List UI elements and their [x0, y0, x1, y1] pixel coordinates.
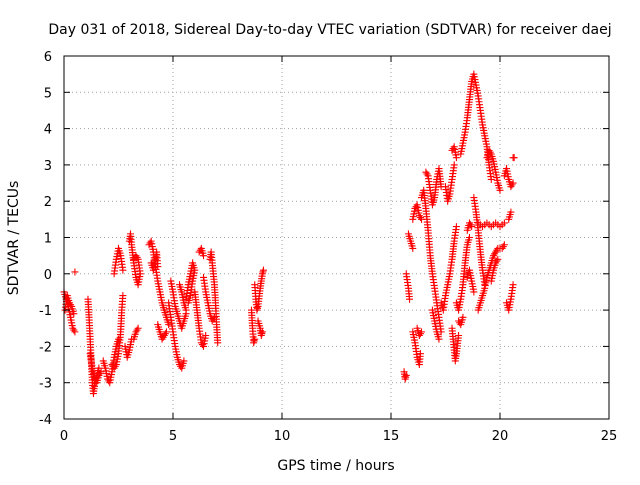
- data-point: [409, 244, 417, 252]
- data-point: [507, 208, 515, 216]
- x-tick-label: 20: [492, 429, 509, 444]
- data-point: [406, 295, 414, 303]
- y-tick-label: -4: [39, 413, 52, 428]
- data-point: [496, 186, 504, 194]
- y-axis-label: SDTVAR / TECUs: [6, 181, 22, 296]
- data-point: [251, 335, 259, 343]
- data-point: [165, 321, 173, 329]
- data-point: [487, 175, 495, 183]
- data-point: [500, 219, 508, 227]
- data-point: [455, 332, 463, 340]
- data-point: [119, 292, 127, 300]
- data-point: [452, 154, 460, 162]
- x-tick-label: 15: [383, 429, 400, 444]
- data-point: [450, 161, 458, 169]
- data-point: [259, 266, 267, 274]
- data-point: [416, 214, 424, 222]
- data-point: [493, 257, 501, 265]
- y-tick-label: -2: [39, 340, 52, 355]
- data-point: [494, 255, 502, 263]
- x-tick-label: 25: [601, 429, 618, 444]
- data-point: [452, 223, 460, 231]
- y-tick-label: 4: [44, 123, 52, 138]
- data-point: [182, 306, 190, 314]
- y-tick-label: 5: [44, 86, 52, 101]
- axis-ticks: 0 5 10 15 20 25 -4 -3 -2 -1 0 1 2 3 4 5 6: [39, 50, 617, 444]
- data-point: [416, 350, 424, 358]
- data-point: [70, 310, 78, 318]
- data-point: [459, 313, 467, 321]
- y-tick-label: 1: [44, 232, 52, 247]
- y-tick-label: -1: [39, 304, 52, 319]
- data-point: [214, 339, 222, 347]
- grid: [64, 56, 609, 419]
- data-point: [71, 328, 79, 336]
- data-point: [468, 223, 476, 231]
- data-point: [95, 364, 103, 372]
- y-tick-label: 0: [44, 268, 52, 283]
- chart-title: Day 031 of 2018, Sidereal Day-to-day VTE…: [48, 22, 611, 38]
- data-point: [180, 357, 188, 365]
- data-point: [130, 255, 138, 263]
- data-point: [133, 326, 141, 334]
- data-point: [509, 281, 517, 289]
- data-point: [402, 371, 410, 379]
- data-point: [70, 326, 78, 334]
- data-point: [435, 335, 443, 343]
- data-point: [509, 179, 517, 187]
- data-point: [500, 241, 508, 249]
- data-point: [200, 252, 208, 260]
- x-tick-label: 5: [169, 429, 177, 444]
- data-point: [470, 288, 478, 296]
- data-point: [154, 263, 162, 271]
- data-point: [119, 266, 127, 274]
- y-tick-label: 6: [44, 50, 52, 65]
- data-point: [134, 324, 142, 332]
- data-point: [423, 170, 431, 178]
- data-point: [465, 234, 473, 241]
- data-point: [184, 299, 192, 307]
- x-tick-label: 10: [274, 429, 291, 444]
- y-tick-label: -3: [39, 377, 52, 392]
- data-point: [258, 328, 266, 336]
- data-point: [510, 154, 518, 162]
- data-point: [97, 368, 105, 376]
- data-point: [499, 243, 507, 251]
- data-point: [418, 328, 426, 336]
- x-axis-label: GPS time / hours: [277, 458, 394, 474]
- data-point: [162, 328, 170, 336]
- y-tick-label: 2: [44, 195, 52, 210]
- x-tick-label: 0: [60, 429, 68, 444]
- y-tick-label: 3: [44, 159, 52, 174]
- data-point: [71, 268, 79, 276]
- data-points: [60, 70, 518, 398]
- data-point: [202, 332, 210, 340]
